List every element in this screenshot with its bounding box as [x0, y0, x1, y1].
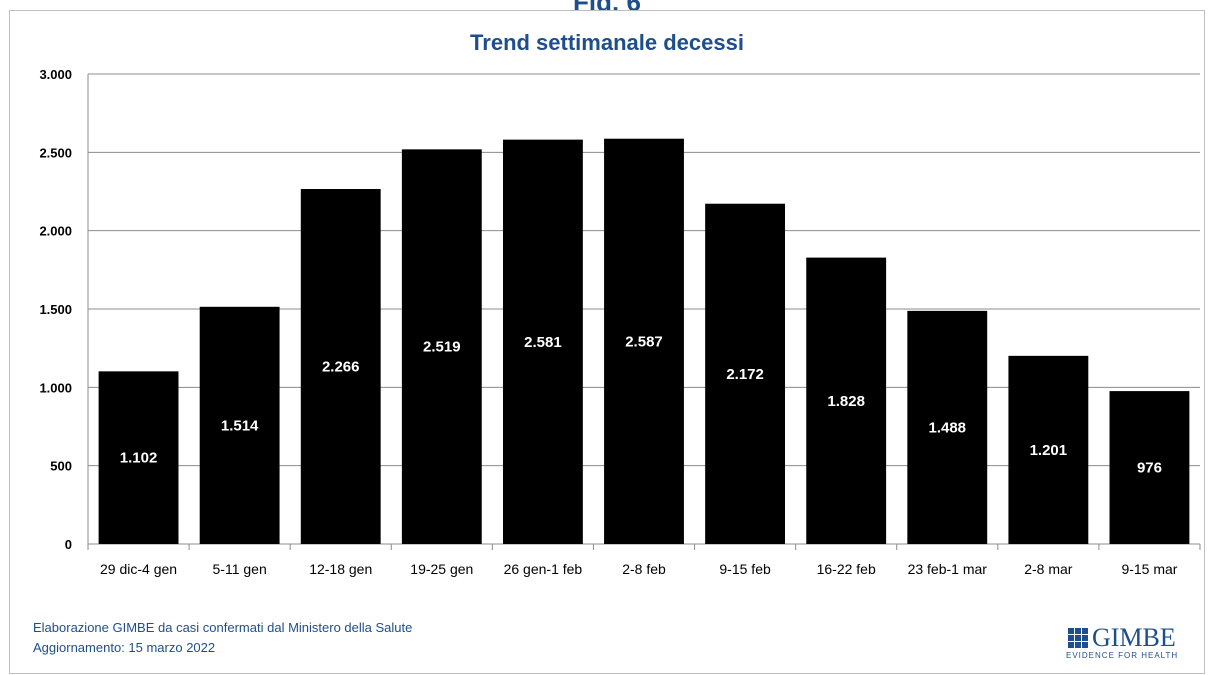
- bar: [300, 188, 381, 544]
- x-tick-label: 5-11 gen: [213, 561, 267, 577]
- x-tick-label: 19-25 gen: [410, 561, 473, 577]
- bar: [705, 203, 786, 544]
- bar: [502, 139, 583, 545]
- y-tick-label: 500: [50, 459, 72, 474]
- bar-value-label: 2.266: [322, 358, 360, 375]
- y-tick-label: 3.000: [39, 67, 72, 82]
- x-tick-label: 2-8 feb: [622, 561, 666, 577]
- chart-title: Trend settimanale decessi: [470, 30, 744, 55]
- x-tick-label: 9-15 mar: [1121, 561, 1177, 577]
- y-tick-label: 2.500: [39, 145, 72, 160]
- bar: [604, 138, 684, 544]
- bar-value-label: 2.587: [625, 333, 663, 350]
- logo-tagline: EVIDENCE FOR HEALTH: [1066, 651, 1179, 660]
- x-tick-label: 23 feb-1 mar: [908, 561, 988, 577]
- bar-value-label: 1.488: [928, 419, 966, 436]
- bar: [199, 306, 280, 544]
- bar: [1008, 355, 1089, 544]
- y-tick-label: 0: [65, 537, 72, 552]
- bar-value-label: 2.172: [726, 366, 764, 383]
- bar: [98, 371, 179, 544]
- update-note: Aggiornamento: 15 marzo 2022: [33, 640, 216, 655]
- bar-value-label: 2.581: [524, 334, 562, 351]
- bar-value-label: 1.514: [221, 417, 259, 434]
- bar-value-label: 2.519: [423, 339, 461, 356]
- bar: [806, 257, 887, 544]
- footer: Elaborazione GIMBE da casi confermati da…: [33, 618, 412, 658]
- x-tick-label: 12-18 gen: [309, 561, 372, 577]
- x-tick-label: 2-8 mar: [1024, 561, 1073, 577]
- bar: [1109, 391, 1190, 544]
- x-tick-label: 16-22 feb: [817, 561, 876, 577]
- gimbe-grid-icon: [1068, 628, 1088, 648]
- x-tick-label: 9-15 feb: [719, 561, 771, 577]
- x-tick-label: 26 gen-1 feb: [504, 561, 583, 577]
- bar-value-label: 1.201: [1030, 442, 1068, 459]
- x-tick-label: 29 dic-4 gen: [100, 561, 177, 577]
- source-note: Elaborazione GIMBE da casi confermati da…: [33, 620, 413, 635]
- bar: [401, 149, 482, 544]
- gimbe-logo: GIMBE EVIDENCE FOR HEALTH: [1064, 623, 1194, 661]
- logo-wordmark: GIMBE: [1092, 623, 1176, 652]
- y-tick-label: 1.500: [39, 302, 72, 317]
- y-tick-label: 1.000: [39, 380, 72, 395]
- bar-value-label: 1.828: [827, 393, 865, 410]
- bar-value-label: 1.102: [120, 450, 158, 467]
- bar-value-label: 976: [1137, 460, 1162, 477]
- y-tick-label: 2.000: [39, 224, 72, 239]
- bar: [907, 310, 988, 544]
